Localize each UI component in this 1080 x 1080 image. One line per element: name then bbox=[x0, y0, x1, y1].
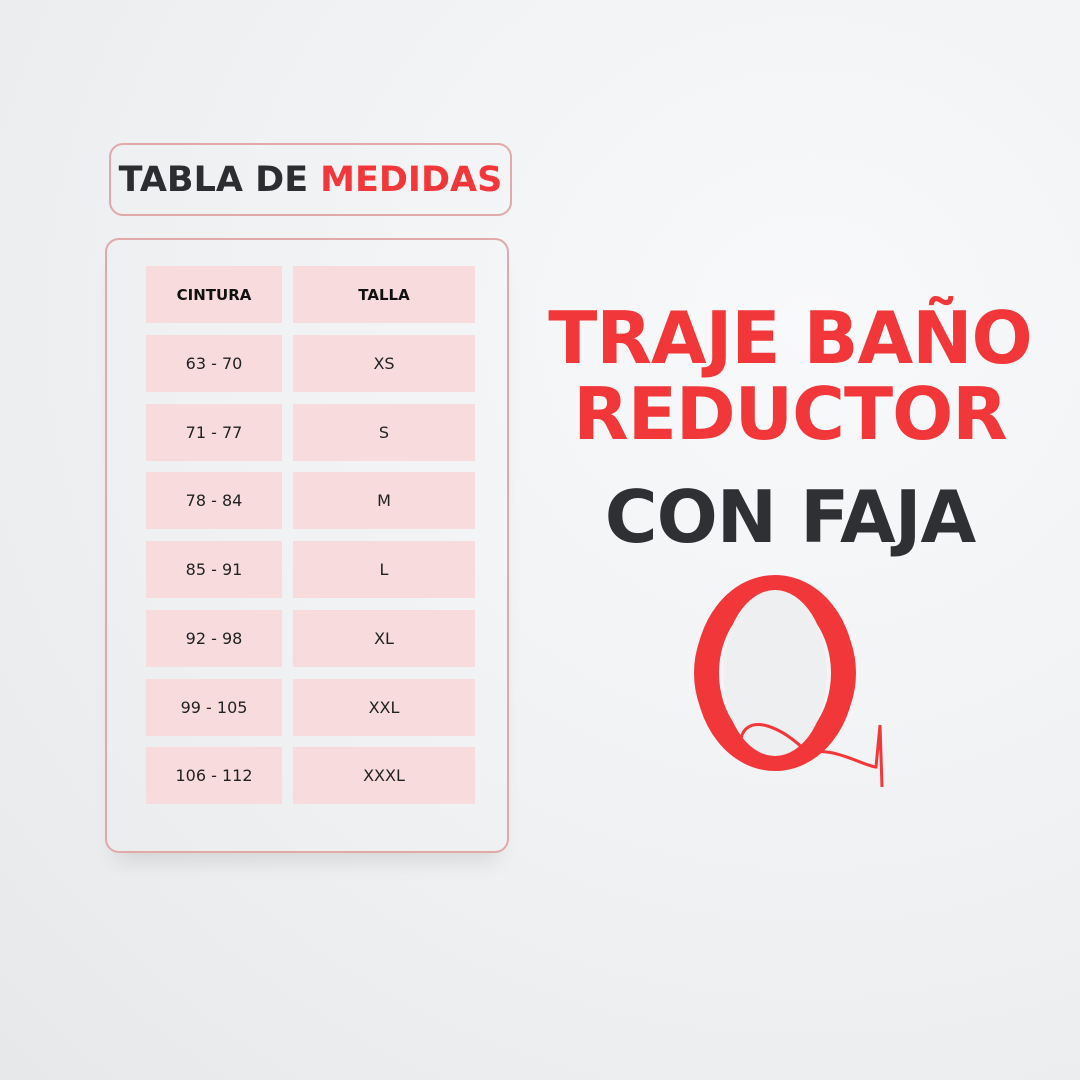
talla-cell: XL bbox=[293, 609, 475, 667]
talla-cell: M bbox=[293, 472, 475, 530]
cintura-cell: 92 - 98 bbox=[146, 609, 282, 667]
size-table: CINTURA TALLA 63 - 70 XS 71 - 77 S 78 - 84 M 8… bbox=[105, 238, 509, 853]
cintura-cell: 99 - 105 bbox=[146, 678, 282, 736]
cintura-cell: 106 - 112 bbox=[146, 747, 282, 805]
title-part-2: MEDIDAS bbox=[320, 159, 503, 200]
header-talla: TALLA bbox=[293, 266, 475, 323]
talla-cell: XS bbox=[293, 335, 475, 392]
headline-line-3: CON FAJA bbox=[604, 475, 977, 559]
talla-cell: XXXL bbox=[293, 747, 475, 805]
cintura-cell: 71 - 77 bbox=[146, 403, 282, 461]
title-part-1: TABLA DE bbox=[118, 159, 309, 200]
brand-logo-q bbox=[694, 575, 884, 788]
header-cintura: CINTURA bbox=[146, 266, 282, 323]
cintura-cell: 63 - 70 bbox=[146, 335, 282, 392]
cintura-cell: 85 - 91 bbox=[146, 541, 282, 599]
size-chart-title: TABLA DE MEDIDAS bbox=[109, 143, 512, 216]
cintura-cell: 78 - 84 bbox=[146, 472, 282, 530]
talla-cell: L bbox=[293, 541, 475, 599]
talla-cell: XXL bbox=[293, 678, 475, 736]
headline-line-1: TRAJE BAÑO bbox=[548, 296, 1032, 380]
talla-cell: S bbox=[293, 403, 475, 461]
headline-line-2: REDUCTOR bbox=[573, 372, 1007, 456]
